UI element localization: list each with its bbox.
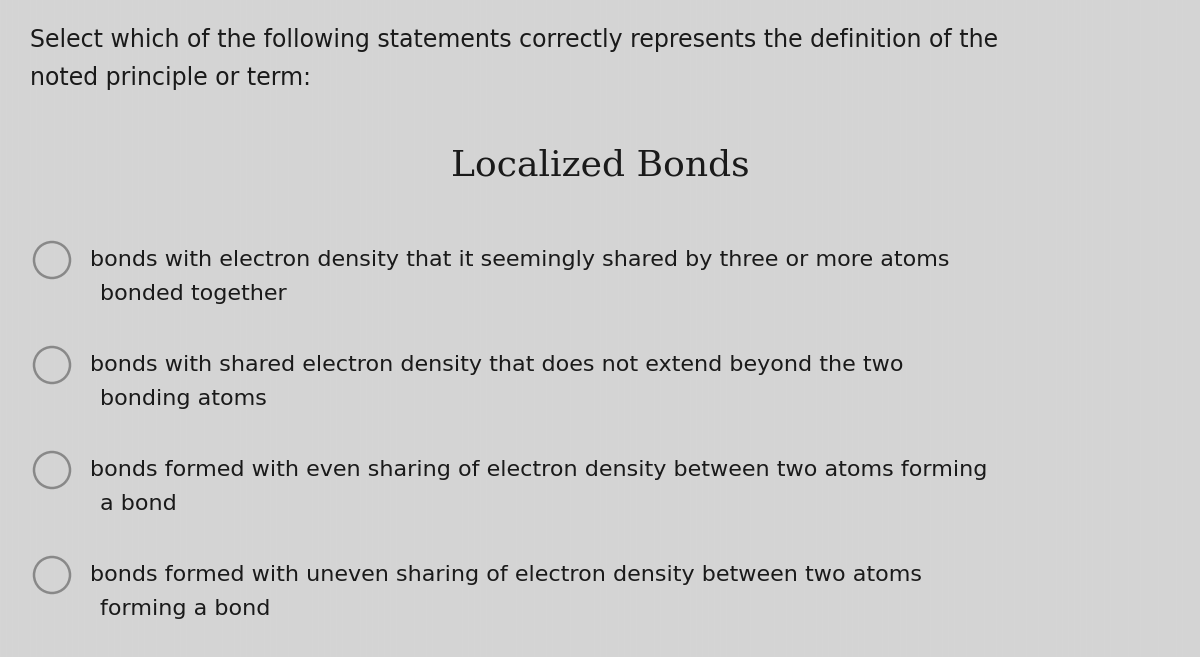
Text: a bond: a bond	[100, 494, 176, 514]
Text: noted principle or term:: noted principle or term:	[30, 66, 311, 90]
Text: Select which of the following statements correctly represents the definition of : Select which of the following statements…	[30, 28, 998, 52]
Text: forming a bond: forming a bond	[100, 599, 270, 619]
Text: bonds with shared electron density that does not extend beyond the two: bonds with shared electron density that …	[90, 355, 904, 375]
Text: bonding atoms: bonding atoms	[100, 389, 266, 409]
Text: bonded together: bonded together	[100, 284, 287, 304]
Text: bonds formed with even sharing of electron density between two atoms forming: bonds formed with even sharing of electr…	[90, 460, 988, 480]
Text: Localized Bonds: Localized Bonds	[451, 148, 749, 182]
Text: bonds formed with uneven sharing of electron density between two atoms: bonds formed with uneven sharing of elec…	[90, 565, 922, 585]
Text: bonds with electron density that it seemingly shared by three or more atoms: bonds with electron density that it seem…	[90, 250, 949, 270]
